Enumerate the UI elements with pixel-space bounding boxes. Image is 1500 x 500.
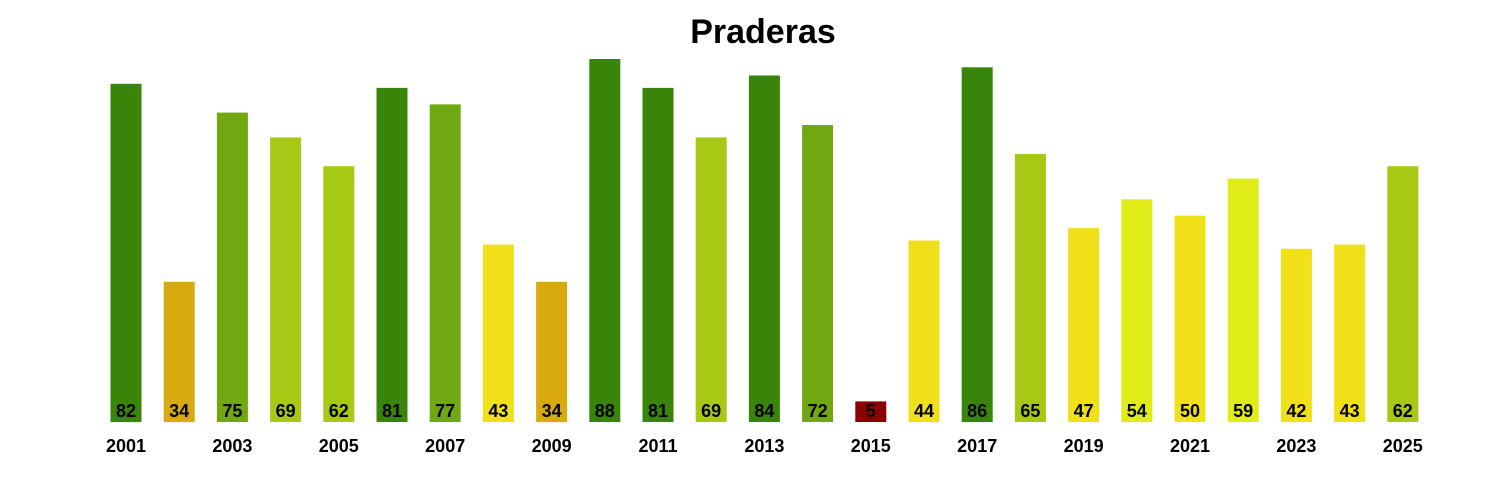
x-tick-2001: 2001 (106, 436, 146, 456)
chart-title: Praderas (690, 13, 836, 51)
bar-2003 (216, 112, 248, 422)
x-tick-2003: 2003 (212, 436, 252, 456)
bar-2008 (482, 244, 514, 422)
data-label-2007: 77 (435, 401, 455, 421)
bar-2015 (855, 401, 887, 422)
data-label-2011: 81 (648, 401, 668, 421)
bar-2010 (589, 59, 621, 422)
data-label-2002: 34 (169, 401, 189, 421)
bar-2016 (908, 240, 940, 422)
bar-2021 (1174, 215, 1206, 422)
data-label-2018: 65 (1020, 401, 1040, 421)
data-label-2013: 84 (754, 401, 774, 421)
data-label-2006: 81 (382, 401, 402, 421)
x-tick-2019: 2019 (1064, 436, 1104, 456)
x-tick-2013: 2013 (744, 436, 784, 456)
data-label-2021: 50 (1180, 401, 1200, 421)
data-label-2001: 82 (116, 401, 136, 421)
bar-2018 (1014, 153, 1046, 422)
data-label-2022: 59 (1233, 401, 1253, 421)
x-tick-2007: 2007 (425, 436, 465, 456)
x-tick-2023: 2023 (1276, 436, 1316, 456)
bar-2011 (642, 87, 674, 423)
data-label-2008: 43 (488, 401, 508, 421)
bar-2002 (163, 281, 195, 423)
data-label-2009: 34 (542, 401, 562, 421)
bar-2009 (536, 281, 568, 423)
bar-2012 (695, 137, 727, 422)
bar-2022 (1227, 178, 1259, 422)
data-label-2014: 72 (808, 401, 828, 421)
bar-2007 (429, 104, 461, 423)
x-tick-2021: 2021 (1170, 436, 1210, 456)
data-label-2024: 43 (1340, 401, 1360, 421)
bar-2006 (376, 87, 408, 423)
data-label-2019: 47 (1074, 401, 1094, 421)
data-label-2020: 54 (1127, 401, 1147, 421)
x-tick-2015: 2015 (851, 436, 891, 456)
bar-2024 (1334, 244, 1366, 422)
data-label-2010: 88 (595, 401, 615, 421)
x-tick-2025: 2025 (1383, 436, 1423, 456)
data-label-2003: 75 (222, 401, 242, 421)
x-tick-2017: 2017 (957, 436, 997, 456)
data-label-2004: 69 (276, 401, 296, 421)
data-label-2012: 69 (701, 401, 721, 421)
data-label-2017: 86 (967, 401, 987, 421)
x-tick-2011: 2011 (638, 436, 677, 456)
bar-2004 (270, 137, 302, 422)
bar-2023 (1280, 248, 1312, 423)
bar-2025 (1387, 166, 1419, 422)
x-axis-tick-labels: 2001 2003 2005 2007 2009 2011 2013 2015 2017 2019… (106, 436, 1423, 456)
x-tick-2005: 2005 (319, 436, 359, 456)
bar-2019 (1068, 228, 1100, 422)
x-tick-2009: 2009 (532, 436, 572, 456)
bar-2001 (110, 83, 142, 423)
data-label-2005: 62 (329, 401, 349, 421)
data-label-2016: 44 (914, 401, 934, 421)
bar-2014 (802, 125, 834, 422)
bar-labels-group: 82 34 75 69 62 81 77 43 34 88 81 69 84 72 5 44 86 65 47 54 5… (116, 401, 1413, 421)
bars-group (110, 59, 1419, 423)
data-label-2015: 5 (866, 401, 876, 421)
bar-2005 (323, 166, 355, 422)
bar-2013 (748, 75, 780, 422)
data-label-2023: 42 (1286, 401, 1306, 421)
bar-2020 (1121, 199, 1153, 423)
data-label-2025: 62 (1393, 401, 1413, 421)
bar-2017 (961, 67, 993, 423)
